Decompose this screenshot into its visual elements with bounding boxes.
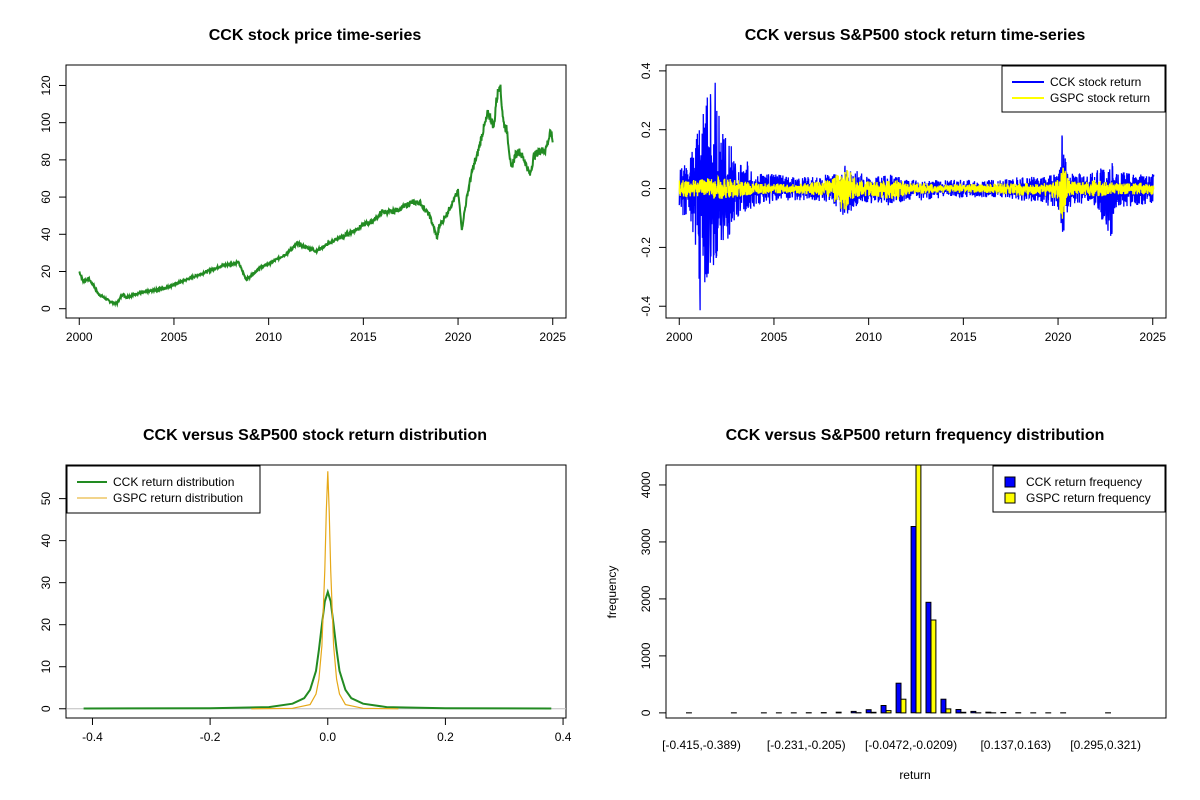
panel3-legend: CCK return distribution GSPC return dist… bbox=[66, 465, 261, 514]
panel1-y-tick-label: 100 bbox=[39, 112, 53, 132]
panel1-title: CCK stock price time-series bbox=[209, 27, 422, 44]
panel2-y-tick-label: -0.4 bbox=[639, 296, 653, 317]
panel2-legend-label-cck: CCK stock return bbox=[1050, 75, 1141, 89]
panel1-y-tick-label: 0 bbox=[39, 305, 53, 312]
panel2-x-tick-label: 2025 bbox=[1139, 330, 1166, 344]
panel3-x-tick-label: -0.2 bbox=[200, 730, 221, 744]
cck-price-line bbox=[78, 84, 554, 308]
panel4-legend-label-gspc: GSPC return frequency bbox=[1026, 491, 1151, 505]
panel3-y-tick-label: 20 bbox=[39, 618, 53, 632]
panel3-title: CCK versus S&P500 stock return distribut… bbox=[143, 427, 487, 444]
panel1-y-tick-label: 40 bbox=[39, 227, 53, 241]
panel3-x-tick-label: 0.0 bbox=[319, 730, 336, 744]
panel4-xlabel: return bbox=[899, 768, 930, 782]
panel3-legend-label-gspc: GSPC return distribution bbox=[113, 491, 243, 505]
panel2-y-tick-label: -0.2 bbox=[639, 237, 653, 258]
panel4-x-tick-label: [-0.231,-0.205) bbox=[767, 738, 846, 752]
cck-frequency-bar bbox=[940, 698, 947, 714]
cck-frequency-bar bbox=[985, 711, 992, 714]
panel2-y-tick-label: 0.2 bbox=[639, 121, 653, 138]
cck-frequency-bar bbox=[910, 526, 917, 714]
panel1-y-tick-label: 120 bbox=[39, 75, 53, 95]
panel4-y-tick-label: 4000 bbox=[639, 471, 653, 498]
panel3-y-tick-label: 10 bbox=[39, 660, 53, 674]
cck-frequency-bar bbox=[895, 682, 902, 714]
panel2-x-tick-label: 2010 bbox=[855, 330, 882, 344]
panel2-y-tick-label: 0.0 bbox=[639, 180, 653, 197]
panel1-x-tick-label: 2000 bbox=[66, 330, 93, 344]
panel2-title: CCK versus S&P500 stock return time-seri… bbox=[745, 27, 1086, 44]
panel2-legend: CCK stock return GSPC stock return bbox=[1001, 65, 1166, 113]
cck-frequency-bar bbox=[970, 710, 977, 714]
cck-frequency-bar bbox=[955, 709, 962, 714]
panel4-x-tick-label: [0.295,0.321) bbox=[1070, 738, 1141, 752]
panel4-legend-swatch-gspc bbox=[1004, 492, 1016, 504]
panel2-x-tick-label: 2015 bbox=[950, 330, 977, 344]
panel1-x-tick-label: 2010 bbox=[255, 330, 282, 344]
gspc-frequency-bar bbox=[945, 708, 952, 714]
panel3-x-tick-label: 0.4 bbox=[555, 730, 572, 744]
gspc-frequency-bar bbox=[960, 711, 967, 714]
panel4-x-tick-label: [-0.0472,-0.0209) bbox=[865, 738, 957, 752]
panel4-legend-label-cck: CCK return frequency bbox=[1026, 475, 1142, 489]
panel4-y-tick-label: 0 bbox=[639, 709, 653, 716]
panel1-plot: 2000 2005 2010 2015 2020 2025 0 20 40 60 80 100 120 bbox=[39, 75, 566, 344]
panel3-plot: -0.4 -0.2 0.0 0.2 0.4 0 10 20 30 40 50 bbox=[39, 471, 572, 744]
cck-frequency-bar bbox=[925, 601, 932, 714]
cck-density-line bbox=[83, 588, 552, 710]
panel1-x-tick-label: 2015 bbox=[350, 330, 377, 344]
panel4-legend: CCK return frequency GSPC return frequen… bbox=[992, 465, 1166, 513]
panel2-plot: 2000 2005 2010 2015 2020 2025 -0.4 -0.2 0.0 0.2 0.… bbox=[639, 62, 1166, 344]
cck-frequency-bar bbox=[880, 705, 887, 714]
panel3-legend-box bbox=[66, 465, 261, 514]
panel1-x-tick-label: 2025 bbox=[539, 330, 566, 344]
gspc-frequency-bar bbox=[900, 698, 907, 714]
cck-frequency-bar bbox=[850, 710, 857, 714]
gspc-frequency-bar bbox=[930, 619, 937, 714]
panel4-y-tick-label: 1000 bbox=[639, 642, 653, 669]
panel2-legend-box bbox=[1001, 65, 1166, 113]
cck-frequency-bar bbox=[865, 709, 872, 714]
panel4-x-tick-label: [-0.415,-0.389) bbox=[662, 738, 741, 752]
panel3-y-tick-label: 40 bbox=[39, 534, 53, 548]
panel1-y-tick-label: 60 bbox=[39, 190, 53, 204]
panel1-y-tick-label: 80 bbox=[39, 153, 53, 167]
gspc-frequency-bar bbox=[885, 710, 892, 714]
panel4-x-tick-label: [0.137,0.163) bbox=[980, 738, 1051, 752]
gspc-frequency-bar bbox=[915, 464, 922, 714]
panel4-legend-swatch-cck bbox=[1004, 476, 1016, 488]
panel1-x-tick-label: 2005 bbox=[161, 330, 188, 344]
panel4-title: CCK versus S&P500 return frequency distr… bbox=[726, 427, 1105, 444]
panel4-plot: [-0.415,-0.389) [-0.231,-0.205) [-0.0472,-… bbox=[639, 464, 1141, 752]
panel3-x-tick-label: 0.2 bbox=[437, 730, 454, 744]
panel3-y-tick-label: 50 bbox=[39, 492, 53, 506]
panel3-y-tick-label: 0 bbox=[39, 705, 53, 712]
panel3-legend-label-cck: CCK return distribution bbox=[113, 475, 234, 489]
panel2-x-tick-label: 2020 bbox=[1045, 330, 1072, 344]
panel4-ylabel: frequency bbox=[605, 566, 619, 619]
panel2-legend-label-gspc: GSPC stock return bbox=[1050, 91, 1150, 105]
panel4-legend-box bbox=[992, 465, 1166, 513]
gspc-return-line bbox=[678, 167, 1155, 219]
panel2-x-tick-label: 2005 bbox=[761, 330, 788, 344]
panel1-y-tick-label: 20 bbox=[39, 264, 53, 278]
cck-frequency-bar bbox=[835, 711, 842, 714]
panel4-y-tick-label: 2000 bbox=[639, 585, 653, 612]
gspc-frequency-bar bbox=[870, 711, 877, 714]
panel4-y-tick-label: 3000 bbox=[639, 528, 653, 555]
panel1-x-tick-label: 2020 bbox=[445, 330, 472, 344]
panel3-y-tick-label: 30 bbox=[39, 576, 53, 590]
panel2-y-tick-label: 0.4 bbox=[639, 62, 653, 79]
panel2-x-tick-label: 2000 bbox=[666, 330, 693, 344]
cck-return-line bbox=[678, 82, 1155, 311]
gspc-density-line bbox=[251, 471, 399, 710]
panel1-plot-frame bbox=[65, 64, 567, 319]
panel3-x-tick-label: -0.4 bbox=[82, 730, 103, 744]
